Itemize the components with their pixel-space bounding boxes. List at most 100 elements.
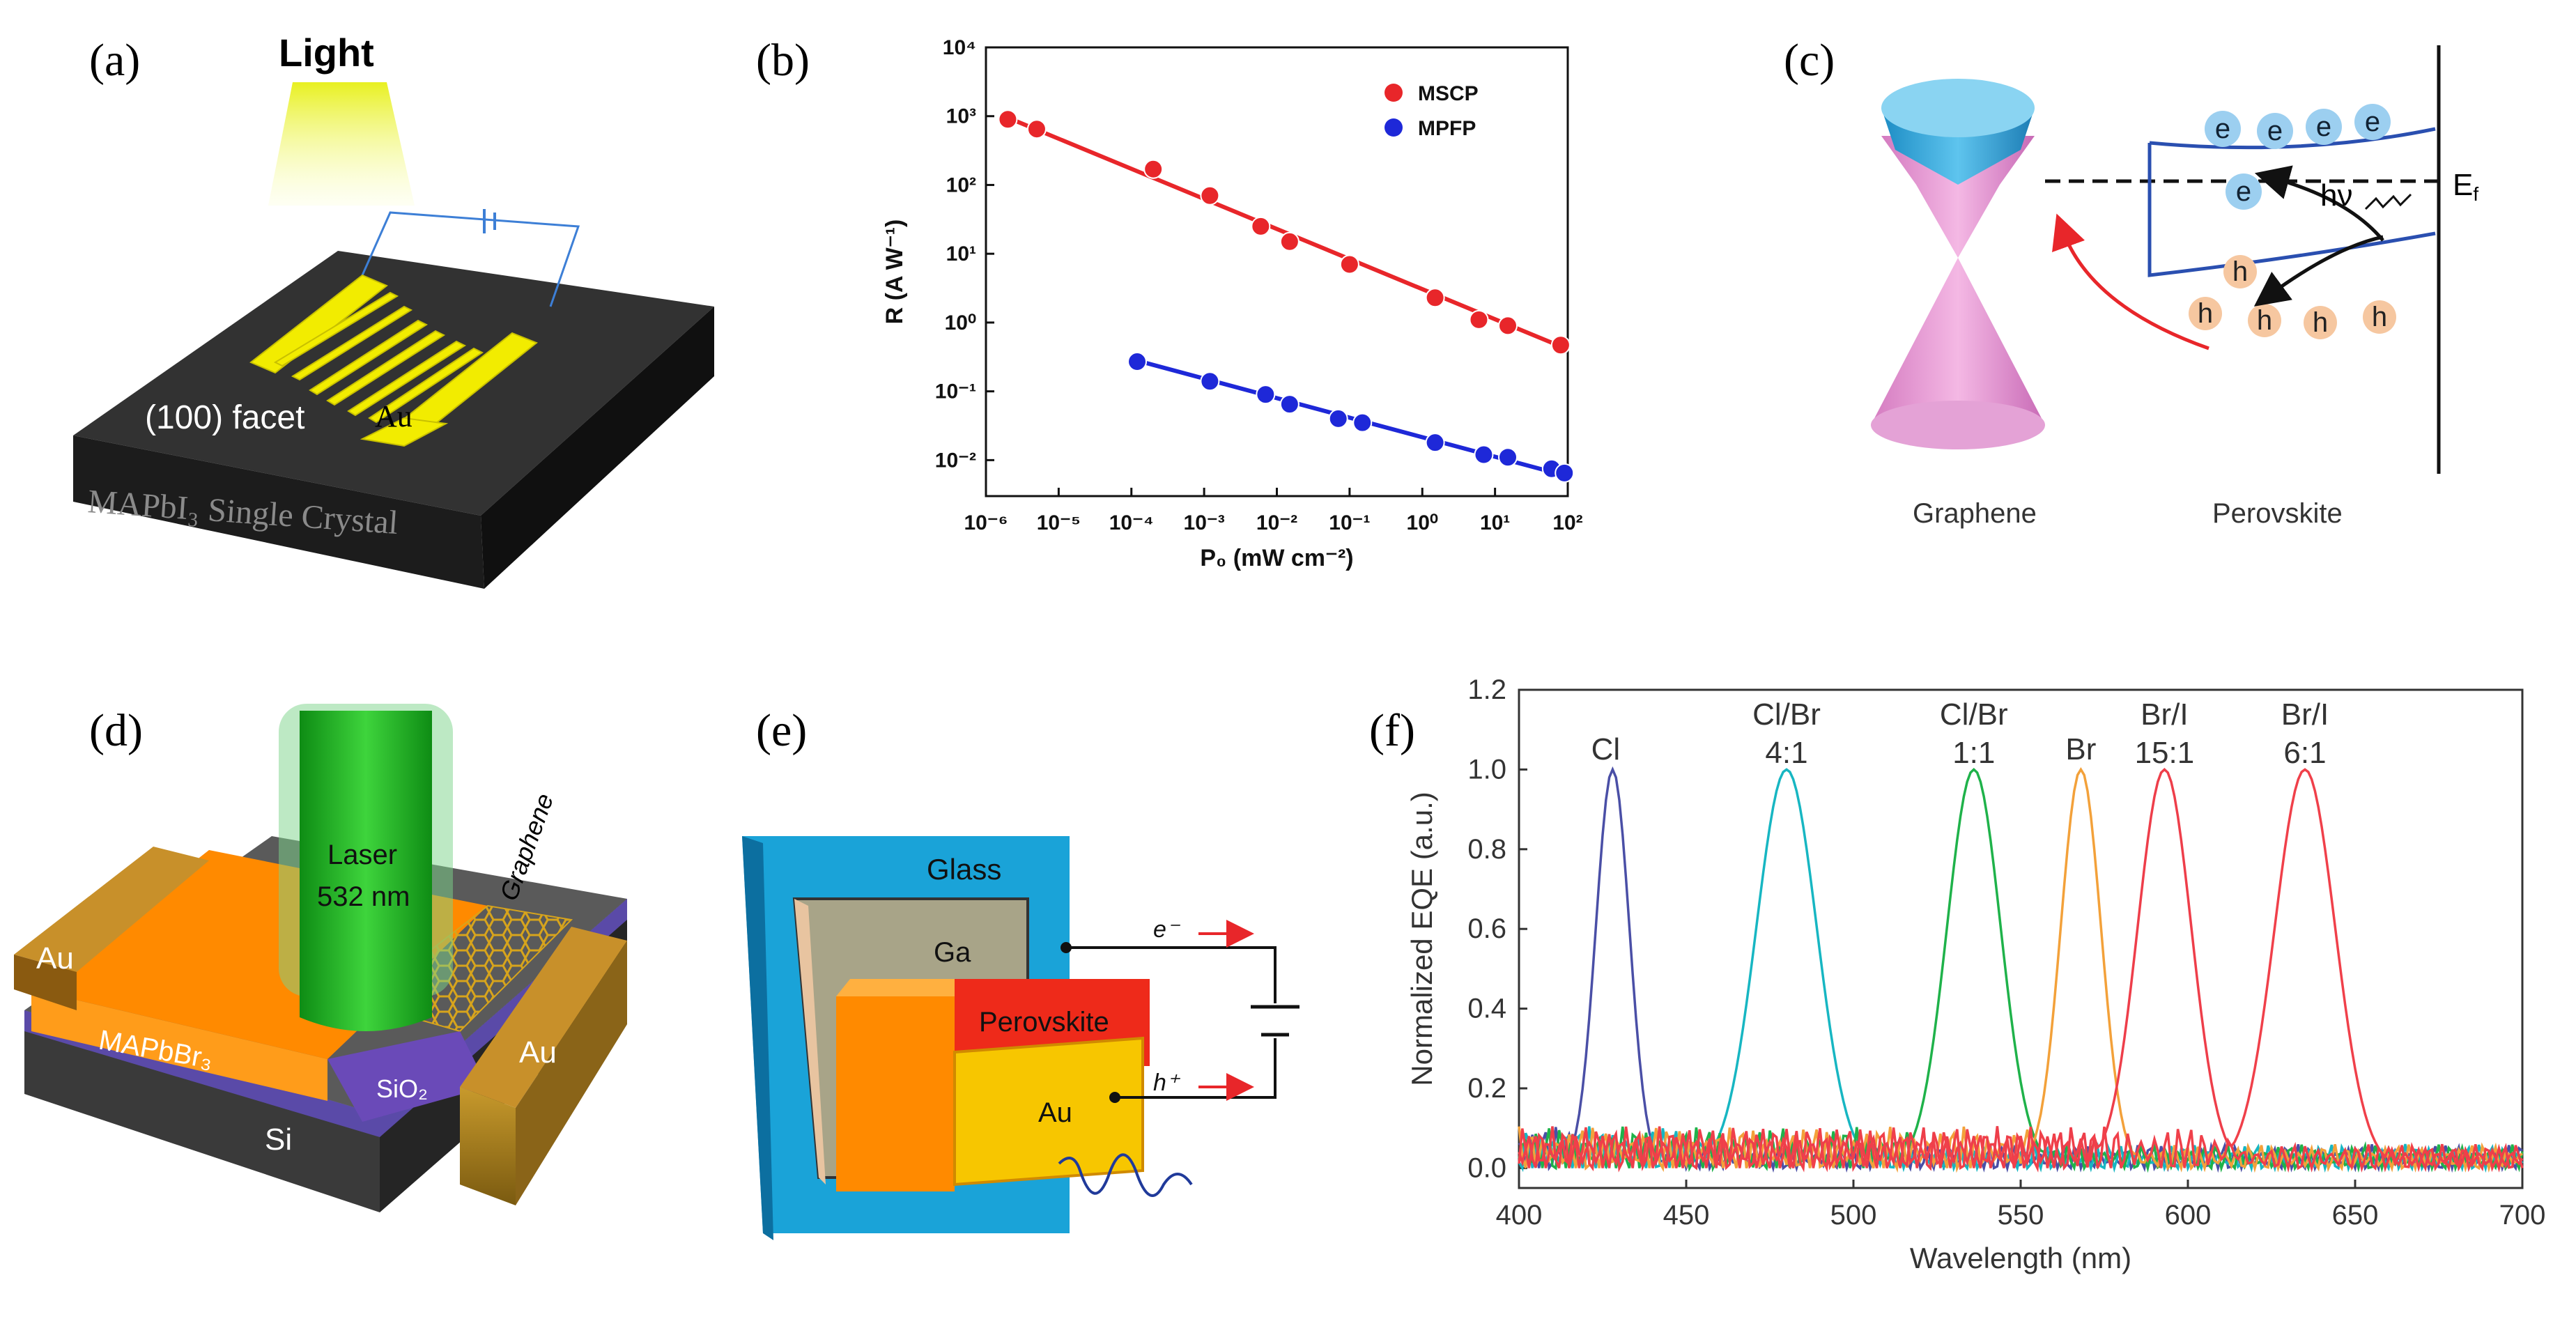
svg-text:h: h [2257, 305, 2272, 336]
series-label: Cl/Br [1940, 697, 2008, 732]
y-axis-label-b: R (A W⁻¹) [881, 219, 908, 325]
charge-transfer-arrow [2052, 213, 2209, 350]
eqe-line-cl [1518, 766, 2524, 1173]
legend-marker-mscp [1385, 84, 1403, 102]
data-point-mpfp [1425, 433, 1445, 453]
svg-text:e: e [2316, 111, 2331, 142]
x-tick-label-b: 10¹ [1480, 511, 1510, 534]
au-label-a: Au [375, 399, 412, 433]
y-tick-label-b: 10³ [946, 105, 976, 128]
series-ratio: 4:1 [1765, 736, 1807, 770]
si-substrate-front [24, 1010, 380, 1212]
graphene-cone-top [1881, 79, 2035, 137]
data-point-mpfp [1200, 371, 1220, 392]
au-right-body [516, 941, 627, 1205]
data-point-mpfp [1279, 394, 1299, 415]
excitation-arrow [2254, 165, 2384, 242]
panel-b-letter: (b) [756, 35, 810, 86]
eqe-line-br [1518, 767, 2523, 1173]
ga-label: Ga [934, 937, 971, 968]
sio2-window [327, 1031, 488, 1122]
photon-wave [2364, 193, 2412, 210]
x-tick-label-f: 450 [1663, 1200, 1710, 1230]
chip-side [481, 307, 714, 589]
perovskite-label-e: Perovskite [979, 1007, 1109, 1037]
series-label: Cl [1591, 732, 1621, 766]
y-tick-label-b: 10⁻² [935, 449, 976, 472]
data-point-mscp [1469, 309, 1489, 330]
y-tick-label-f: 0.2 [1467, 1073, 1506, 1104]
x-tick-label-b: 10⁻⁶ [964, 511, 1008, 534]
holes: h h h h h [2189, 255, 2396, 339]
series-label: Br/I [2141, 697, 2188, 732]
eqe-line-cl-br-1-1 [1518, 768, 2524, 1173]
conduction-band [2147, 127, 2436, 223]
y-tick-label-b: 10⁰ [945, 311, 976, 334]
x-axis-label-b: P₀ (mW cm⁻²) [1200, 545, 1353, 571]
au-interdigitated-electrodes [249, 274, 538, 447]
eqe-line-cl-br-4-1 [1518, 768, 2524, 1173]
mapbbr3-front [31, 989, 327, 1101]
legend-label-mscp: MSCP [1418, 82, 1479, 105]
panel-a-letter: (a) [89, 35, 140, 86]
photon-label: hν [2320, 178, 2352, 213]
au-label-e: Au [1038, 1097, 1072, 1128]
au-left-top [14, 847, 209, 972]
x-tick-label-f: 700 [2499, 1200, 2546, 1230]
graphene-label: Graphene [1913, 498, 2037, 529]
plot-frame-f [1518, 688, 2524, 1189]
y-tick-label-b: 10² [946, 173, 976, 196]
panel-d: (d) MAPbBr₃ SiO₂ Graphene Au Au Si Laser… [14, 704, 627, 1212]
ga-layer-edge [794, 899, 826, 1184]
data-point-mpfp [1127, 352, 1148, 372]
light-label: Light [279, 31, 374, 75]
x-tick-label-f: 400 [1496, 1200, 1543, 1230]
panel-c-letter: (c) [1784, 35, 1835, 86]
sio2-layer [24, 899, 627, 1137]
graphene-cone-pink-lower [1871, 258, 2045, 425]
electron-label: e⁻ [1153, 916, 1181, 943]
perovskite-label-c: Perovskite [2212, 498, 2343, 529]
svg-text:e: e [2365, 107, 2380, 137]
data-point-mpfp [1498, 447, 1518, 468]
au-left-front [14, 955, 77, 1010]
data-point-mscp [1339, 254, 1359, 275]
y-tick-label-b: 10⁴ [943, 36, 976, 59]
y-tick-label-f: 1.2 [1467, 674, 1506, 705]
panel-b: (b) 10⁻⁶ 10⁻⁵ 10⁻⁴ 10⁻³ 10⁻² 10⁻¹ 10⁰ 10¹ 10²10⁻… [756, 35, 1583, 571]
hole-label: h⁺ [1153, 1070, 1181, 1096]
x-tick-label-f: 550 [1998, 1200, 2044, 1230]
panel-c: (c) Ef e e e e e h h h h h hν [1784, 35, 2478, 529]
panel-e: (e) Glass Ga Perovskite Au e⁻ h⁺ [742, 705, 1299, 1240]
panel-d-letter: (d) [89, 705, 143, 756]
series-label: Cl/Br [1752, 697, 1821, 732]
data-point-mpfp [1474, 445, 1494, 465]
au-left-label: Au [36, 941, 74, 975]
y-tick-label-f: 1.0 [1467, 754, 1506, 785]
x-tick-label-b: 10⁰ [1407, 511, 1438, 534]
perovskite-block-front [836, 996, 955, 1191]
glass-label: Glass [927, 853, 1001, 886]
circuit-wire-e [1066, 946, 1277, 1099]
si-label: Si [265, 1122, 292, 1157]
sio2-label: SiO₂ [376, 1074, 428, 1103]
au-pad [953, 1036, 1144, 1187]
legend-marker-mpfp [1385, 118, 1403, 137]
facet-label: (100) facet [145, 399, 304, 436]
laser-wavelength: 532 nm [317, 881, 410, 912]
data-point-mpfp [1555, 463, 1575, 483]
electrons: e e e e e [2205, 104, 2391, 210]
y-tick-label-f: 0.4 [1467, 994, 1506, 1024]
responsivity-chart: 10⁻⁶ 10⁻⁵ 10⁻⁴ 10⁻³ 10⁻² 10⁻¹ 10⁰ 10¹ 10² 10⁻² 10⁻… [881, 36, 1583, 571]
series-ratio: 15:1 [2135, 736, 2195, 770]
svg-text:h: h [2372, 302, 2387, 332]
data-point-mscp [1026, 119, 1047, 139]
plot-frame-b [985, 46, 1569, 497]
data-point-mscp [1425, 288, 1445, 308]
data-point-mscp [1251, 216, 1271, 236]
eqe-line-br-i-15-1 [1518, 768, 2524, 1173]
y-tick-label-b: 10¹ [946, 242, 976, 265]
x-tick-label-b: 10⁻³ [1184, 511, 1225, 534]
data-point-mscp [1498, 316, 1518, 336]
